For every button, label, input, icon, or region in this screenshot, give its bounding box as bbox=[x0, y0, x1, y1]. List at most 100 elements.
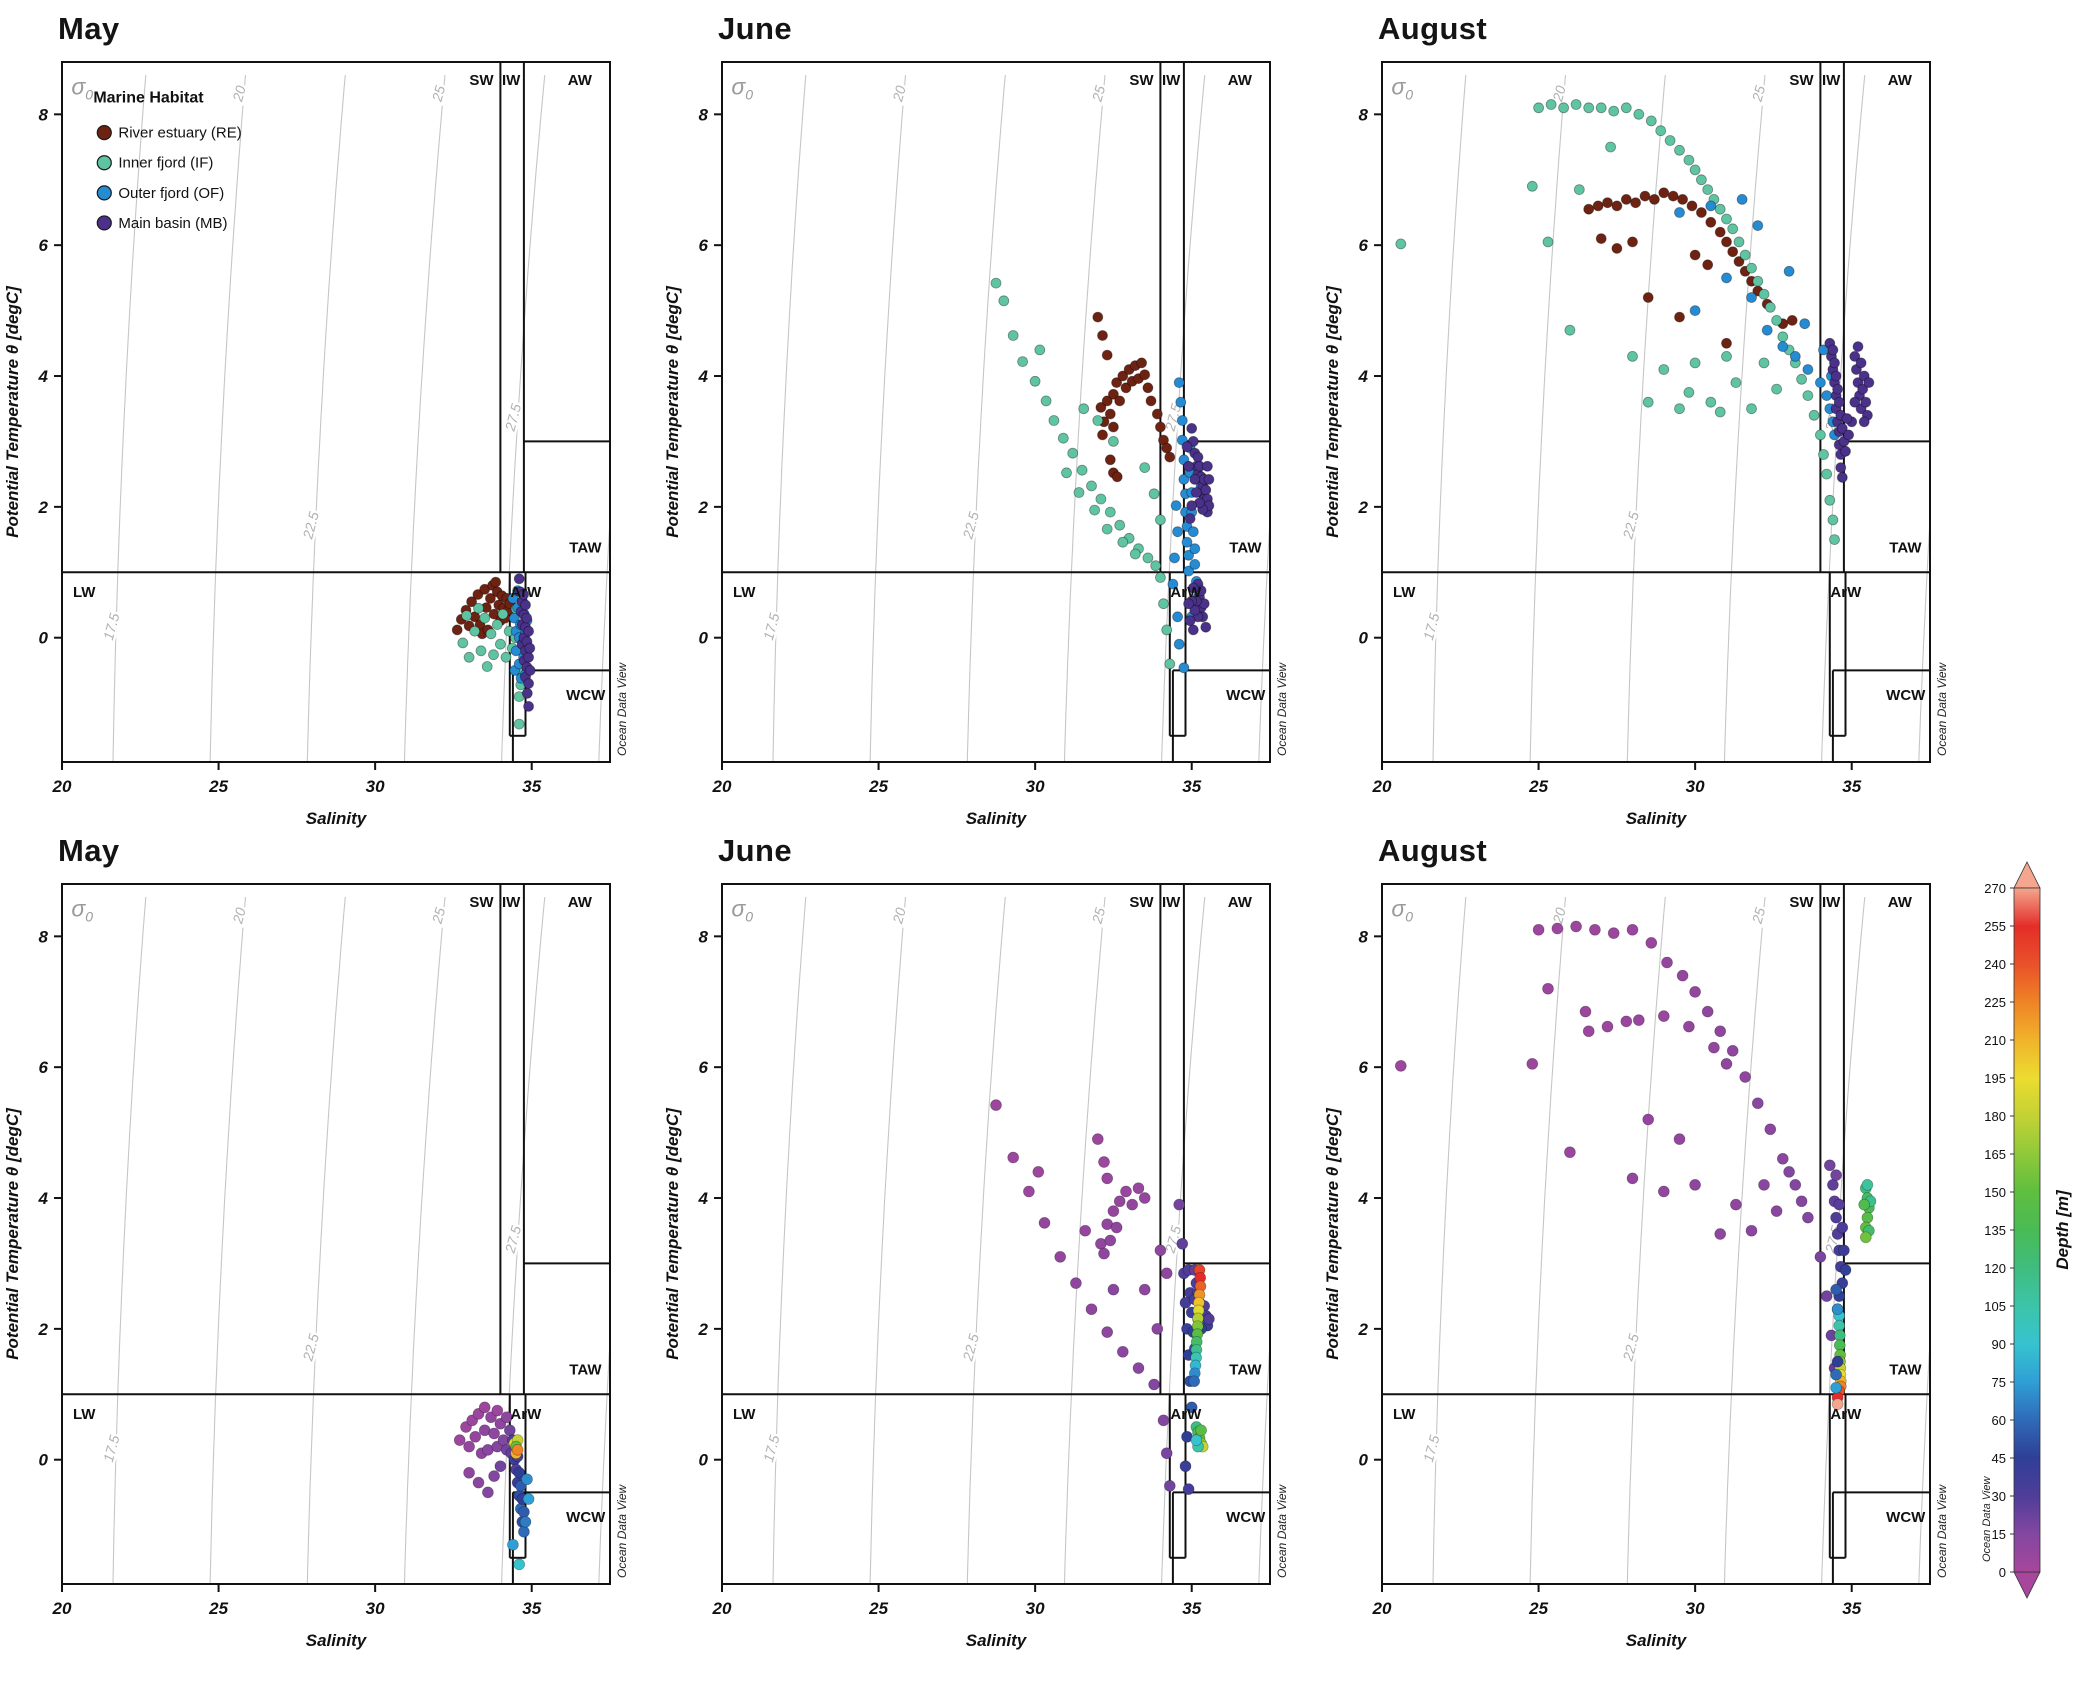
data-point bbox=[1114, 395, 1126, 407]
data-point bbox=[1533, 102, 1545, 114]
ts-plot-august-habitat: 17.52022.52527.5SWIWAWTAWLWArWWCWσ020253… bbox=[1323, 61, 1949, 828]
data-point bbox=[1154, 1244, 1167, 1257]
data-point bbox=[1161, 624, 1173, 636]
isopycnal-label: 25 bbox=[1088, 906, 1108, 926]
legend-swatch bbox=[96, 215, 112, 231]
data-point bbox=[1771, 383, 1783, 395]
water-mass-label-taw: TAW bbox=[1229, 540, 1262, 557]
data-point bbox=[1708, 1041, 1720, 1054]
data-point bbox=[998, 295, 1010, 307]
data-point bbox=[1076, 464, 1088, 476]
water-mass-label-taw: TAW bbox=[1889, 1362, 1922, 1379]
data-point bbox=[457, 637, 469, 649]
y-axis-label: Potential Temperature θ [degC] bbox=[1323, 1107, 1342, 1360]
data-point bbox=[1185, 1401, 1198, 1414]
data-point bbox=[513, 573, 525, 585]
data-point bbox=[1674, 207, 1685, 218]
panel-june-depth: June 17.5 20 22.5 25 27.5 SW IW AW TAW LW ArW WCW σ0… bbox=[660, 830, 1320, 1652]
water-mass-label-wcw: WCW bbox=[566, 687, 606, 704]
data-point bbox=[1829, 357, 1840, 369]
data-point bbox=[1627, 350, 1638, 362]
odv-watermark: Ocean Data View bbox=[615, 1484, 629, 1578]
y-tick-label: 2 bbox=[1358, 498, 1369, 517]
data-point bbox=[1017, 356, 1029, 368]
colorbar-top-arrow bbox=[2013, 861, 2041, 889]
water-mass-label-arw: ArW bbox=[1170, 1406, 1202, 1423]
data-point bbox=[1150, 560, 1162, 572]
data-point bbox=[1657, 1185, 1670, 1198]
isopycnal-label: 20 bbox=[229, 84, 249, 104]
y-tick-label: 8 bbox=[39, 105, 49, 124]
data-point bbox=[1721, 213, 1732, 225]
odv-watermark: Ocean Data View bbox=[1935, 662, 1949, 756]
water-mass-label-iw: IW bbox=[1822, 72, 1841, 89]
x-tick-label: 30 bbox=[1686, 1599, 1705, 1618]
data-point bbox=[1705, 396, 1717, 408]
water-mass-label-arw: ArW bbox=[1830, 584, 1862, 601]
data-point bbox=[1139, 369, 1151, 381]
data-point bbox=[1097, 429, 1108, 441]
data-point bbox=[1154, 421, 1166, 433]
scatter-points bbox=[990, 277, 1215, 674]
isopycnal-label: 22.5 bbox=[959, 1332, 982, 1364]
y-tick-label: 0 bbox=[39, 1451, 49, 1470]
data-point bbox=[1714, 1228, 1727, 1240]
isopycnal-label: 17.5 bbox=[100, 1433, 123, 1464]
data-point bbox=[1751, 1097, 1764, 1110]
data-point bbox=[1101, 523, 1113, 535]
data-point bbox=[453, 1434, 466, 1446]
data-point bbox=[1007, 330, 1019, 341]
data-point bbox=[1104, 1234, 1117, 1247]
data-point bbox=[1799, 318, 1811, 330]
scatter-points bbox=[990, 1099, 1215, 1495]
axis-ticks: 20 25 30 35 0 2 4 6 8 bbox=[1358, 105, 1862, 796]
x-tick-label: 20 bbox=[52, 777, 72, 796]
colorbar-tick-label: 210 bbox=[1984, 1033, 2006, 1048]
data-point bbox=[521, 1473, 533, 1486]
data-point bbox=[469, 625, 481, 637]
y-tick-label: 0 bbox=[699, 1451, 709, 1470]
y-tick-label: 6 bbox=[699, 1058, 709, 1077]
y-tick-label: 2 bbox=[698, 1320, 709, 1339]
water-mass-label-aw: AW bbox=[568, 72, 593, 89]
water-mass-label-lw: LW bbox=[733, 1406, 756, 1423]
x-tick-label: 20 bbox=[1372, 777, 1392, 796]
isopycnal-label: 17.5 bbox=[1420, 1433, 1443, 1464]
data-point bbox=[1645, 115, 1657, 127]
y-tick-label: 6 bbox=[1359, 236, 1369, 255]
data-point bbox=[1831, 1303, 1844, 1316]
data-point bbox=[1061, 467, 1072, 479]
data-point bbox=[1129, 548, 1141, 560]
water-mass-label-wcw: WCW bbox=[1886, 687, 1926, 704]
data-point bbox=[1833, 1198, 1846, 1211]
data-point bbox=[1158, 598, 1169, 610]
data-point bbox=[1739, 1071, 1752, 1083]
data-point bbox=[1776, 1152, 1789, 1165]
data-point bbox=[1164, 658, 1176, 670]
data-point bbox=[1187, 582, 1199, 594]
data-point bbox=[481, 661, 493, 672]
data-point bbox=[1836, 471, 1848, 483]
y-axis-label: Potential Temperature θ [degC] bbox=[1323, 285, 1342, 538]
data-point bbox=[1764, 301, 1776, 313]
y-axis-label: Potential Temperature θ [degC] bbox=[663, 285, 682, 538]
data-point bbox=[1101, 395, 1113, 407]
data-point bbox=[1655, 125, 1667, 137]
data-point bbox=[1721, 236, 1732, 248]
odv-watermark: Ocean Data View bbox=[1935, 1484, 1949, 1578]
y-tick-label: 4 bbox=[698, 367, 709, 386]
x-tick-label: 20 bbox=[1372, 1599, 1392, 1618]
data-point bbox=[1184, 513, 1196, 525]
data-point bbox=[1695, 207, 1707, 218]
data-point bbox=[491, 619, 503, 630]
data-point bbox=[1073, 487, 1085, 498]
data-point bbox=[1814, 377, 1826, 389]
data-point bbox=[472, 1476, 485, 1489]
isopycnal-label: 25 bbox=[1748, 906, 1768, 926]
data-point bbox=[1007, 1151, 1020, 1164]
panel-may-habitat: May 17.5 20 22.5 25 27.5 SW IW AW TAW LW ArW WCW σ0 2… bbox=[0, 8, 660, 830]
data-point bbox=[1783, 265, 1795, 277]
water-mass-label-wcw: WCW bbox=[1886, 1509, 1926, 1526]
data-point bbox=[1148, 1378, 1160, 1391]
